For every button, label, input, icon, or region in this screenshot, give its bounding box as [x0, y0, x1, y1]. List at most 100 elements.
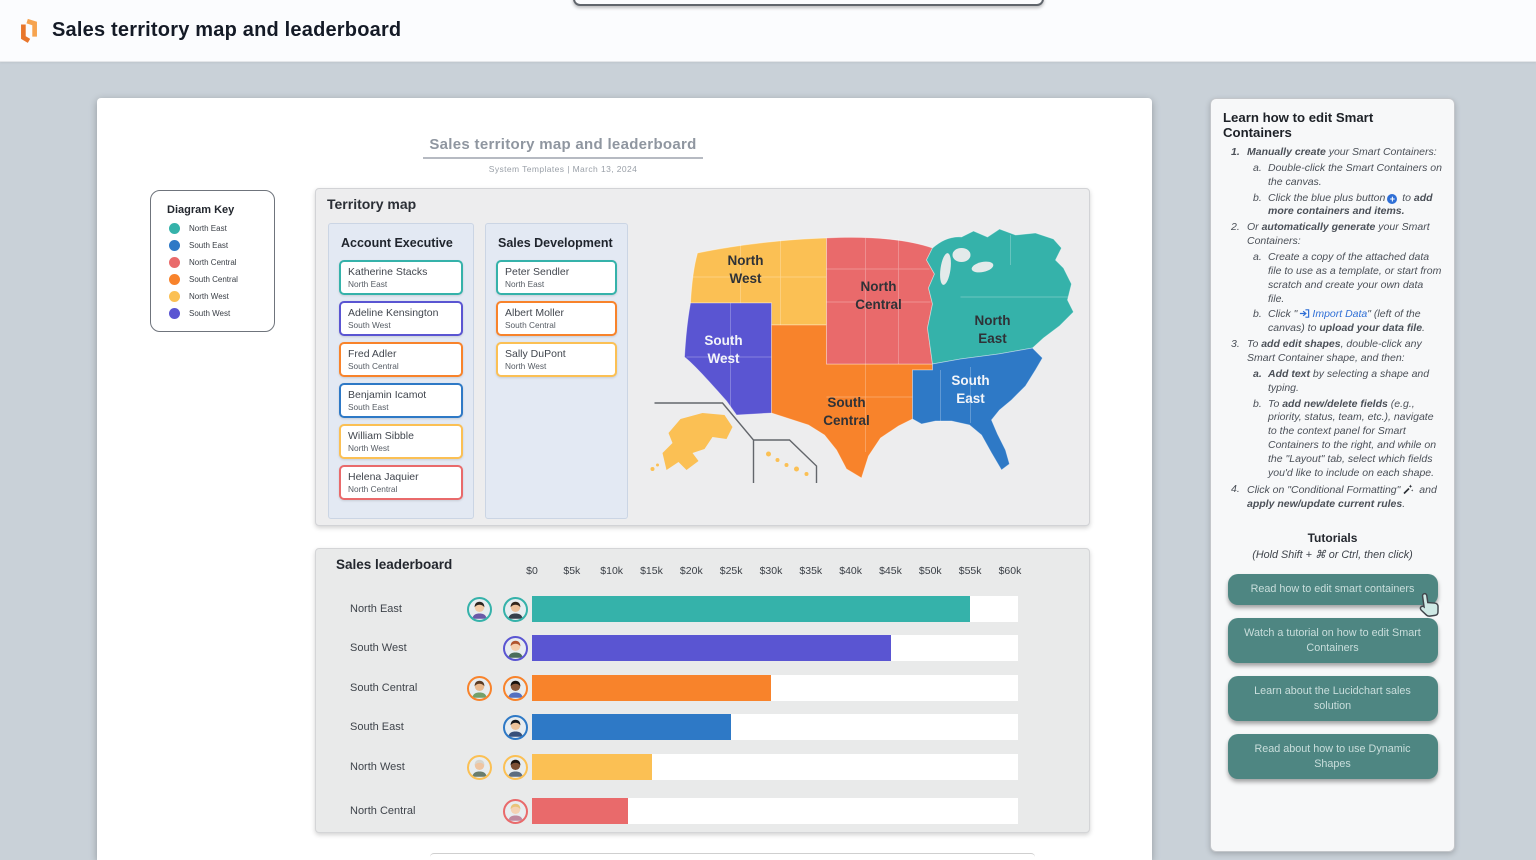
- axis-tick: $50k: [918, 565, 942, 577]
- map-label-south-west: South West: [704, 333, 742, 366]
- map-label-south-east: South East: [951, 373, 989, 406]
- avatar[interactable]: [467, 675, 492, 701]
- row-label: North West: [350, 761, 405, 773]
- diagram-key[interactable]: Diagram Key North East South East North …: [150, 190, 275, 332]
- bar-track: [532, 714, 1018, 740]
- import-data-link[interactable]: Import Data: [1312, 308, 1368, 321]
- bar-north-east[interactable]: [532, 596, 971, 622]
- great-lakes: [940, 248, 994, 285]
- person-card[interactable]: Katherine Stacks North East: [339, 260, 463, 295]
- account-executive-column[interactable]: Account Executive Katherine Stacks North …: [328, 223, 474, 519]
- axis-tick: $35k: [799, 565, 823, 577]
- key-item: South Central: [169, 274, 274, 285]
- us-territory-map[interactable]: North West North Central North East South We…: [638, 207, 1083, 507]
- tutorial-button-watch-video[interactable]: Watch a tutorial on how to edit Smart Co…: [1227, 618, 1438, 664]
- state-lines: [686, 235, 1069, 452]
- list-marker: a.: [1253, 161, 1262, 174]
- leaderboard-row: North East: [316, 596, 1091, 622]
- bar-north-west[interactable]: [532, 754, 652, 780]
- person-card[interactable]: Albert Moller South Central: [496, 301, 617, 336]
- list-marker: a.: [1253, 367, 1262, 380]
- column-header: Account Executive: [341, 236, 453, 250]
- bar-south-west[interactable]: [532, 635, 891, 661]
- bar-track: [532, 635, 1018, 661]
- app-header: Sales territory map and leaderboard: [0, 0, 1536, 62]
- doc-subtitle: System Templates | March 13, 2024: [488, 164, 638, 174]
- axis-tick: $40k: [839, 565, 863, 577]
- axis-tick: $0: [526, 565, 538, 577]
- avatar[interactable]: [503, 754, 528, 780]
- leaderboard-title: Sales leaderboard: [336, 557, 453, 572]
- import-data-icon: [1300, 309, 1310, 319]
- alaska-hawaii[interactable]: [650, 413, 809, 476]
- avatar[interactable]: [503, 675, 528, 701]
- person-card[interactable]: Peter Sendler North East: [496, 260, 617, 295]
- axis-tick: $10k: [600, 565, 624, 577]
- blue-plus-icon[interactable]: +: [1387, 194, 1398, 205]
- key-item: North Central: [169, 257, 274, 268]
- map-region-south-west[interactable]: [684, 302, 772, 416]
- leaderboard-row: South Central: [316, 675, 1091, 701]
- next-artboard-edge[interactable]: [430, 853, 1035, 860]
- sales-development-column[interactable]: Sales Development Peter Sendler North Eas…: [485, 223, 628, 519]
- row-label: South Central: [350, 682, 418, 694]
- tutorial-button-dynamic-shapes[interactable]: Read about how to use Dynamic Shapes: [1227, 734, 1438, 780]
- row-label: North East: [350, 603, 402, 615]
- avatar[interactable]: [467, 754, 492, 780]
- list-marker: 2.: [1231, 221, 1240, 234]
- person-card[interactable]: Benjamin Icamot South East: [339, 383, 463, 418]
- person-card[interactable]: Adeline Kensington South West: [339, 301, 463, 336]
- step-text: and apply new/update current rules.: [1247, 483, 1437, 510]
- map-label-north-west: North West: [728, 253, 764, 286]
- doc-title-block[interactable]: Sales territory map and leaderboard Syst…: [423, 136, 703, 174]
- map-region-south-east[interactable]: [912, 347, 1044, 471]
- browser-tab-sliver[interactable]: [573, 0, 1044, 6]
- list-marker: b.: [1253, 308, 1262, 321]
- tutorial-button-read-smart-containers[interactable]: Read how to edit smart containers: [1227, 574, 1439, 617]
- avatar[interactable]: [503, 714, 528, 740]
- axis-tick: $20k: [679, 565, 703, 577]
- list-marker: b.: [1253, 397, 1262, 410]
- inset-border-lines: [654, 402, 818, 483]
- canvas-artboard[interactable]: Sales territory map and leaderboard Syst…: [97, 98, 1152, 860]
- doc-title: Sales territory map and leaderboard: [423, 136, 703, 159]
- row-label: North Central: [350, 805, 416, 817]
- key-item: South West: [169, 308, 274, 319]
- list-marker: a.: [1253, 251, 1262, 264]
- tutorials-title: Tutorials: [1307, 531, 1358, 546]
- key-dot-north-central: [169, 257, 180, 268]
- person-card[interactable]: Fred Adler South Central: [339, 342, 463, 377]
- territory-map-container[interactable]: Territory map Account Executive Katherin…: [315, 188, 1090, 526]
- avatar[interactable]: [467, 596, 492, 622]
- list-marker: b.: [1253, 191, 1262, 204]
- step-text: Click ": [1268, 308, 1298, 321]
- bar-south-central[interactable]: [532, 675, 771, 701]
- step-text: To add new/delete fields (e.g., priority…: [1268, 397, 1437, 479]
- step-text: " (left of the canvas) to upload your da…: [1268, 308, 1425, 335]
- avatar[interactable]: [503, 798, 528, 824]
- person-card[interactable]: Helena Jaquier North Central: [339, 465, 463, 500]
- step-text: Click the blue plus button: [1268, 191, 1386, 204]
- map-region-north-east[interactable]: [926, 228, 1074, 365]
- key-dot-south-west: [169, 308, 180, 319]
- axis-tick: $15k: [640, 565, 663, 577]
- bar-south-east[interactable]: [532, 714, 732, 740]
- bar-track: [532, 754, 1018, 780]
- axis-tick: $5k: [563, 565, 581, 577]
- axis-tick: $60k: [998, 565, 1022, 577]
- instructions-panel[interactable]: Learn how to edit Smart Containers 1. Man…: [1210, 98, 1455, 852]
- bar-north-central[interactable]: [532, 798, 628, 824]
- axis-tick: $45k: [879, 565, 902, 577]
- tutorials-hint: (Hold Shift + ⌘ or Ctrl, then click): [1252, 549, 1413, 562]
- key-dot-north-west: [169, 291, 180, 302]
- tutorials-section: Tutorials (Hold Shift + ⌘ or Ctrl, then …: [1223, 531, 1442, 780]
- step-text: Double-click the Smart Containers on the…: [1268, 161, 1442, 188]
- tutorial-button-sales-solution[interactable]: Learn about the Lucidchart sales solutio…: [1227, 676, 1438, 722]
- person-card[interactable]: William Sibble North West: [339, 424, 463, 459]
- sales-leaderboard-container[interactable]: Sales leaderboard $0 $5k $10k $15k $20k $25k $…: [315, 548, 1090, 833]
- leaderboard-axis: $0 $5k $10k $15k $20k $25k $30k $35k $40k $45k $50…: [526, 565, 1021, 579]
- person-card[interactable]: Sally DuPont North West: [496, 342, 617, 377]
- avatar[interactable]: [503, 596, 528, 622]
- avatar[interactable]: [503, 635, 528, 661]
